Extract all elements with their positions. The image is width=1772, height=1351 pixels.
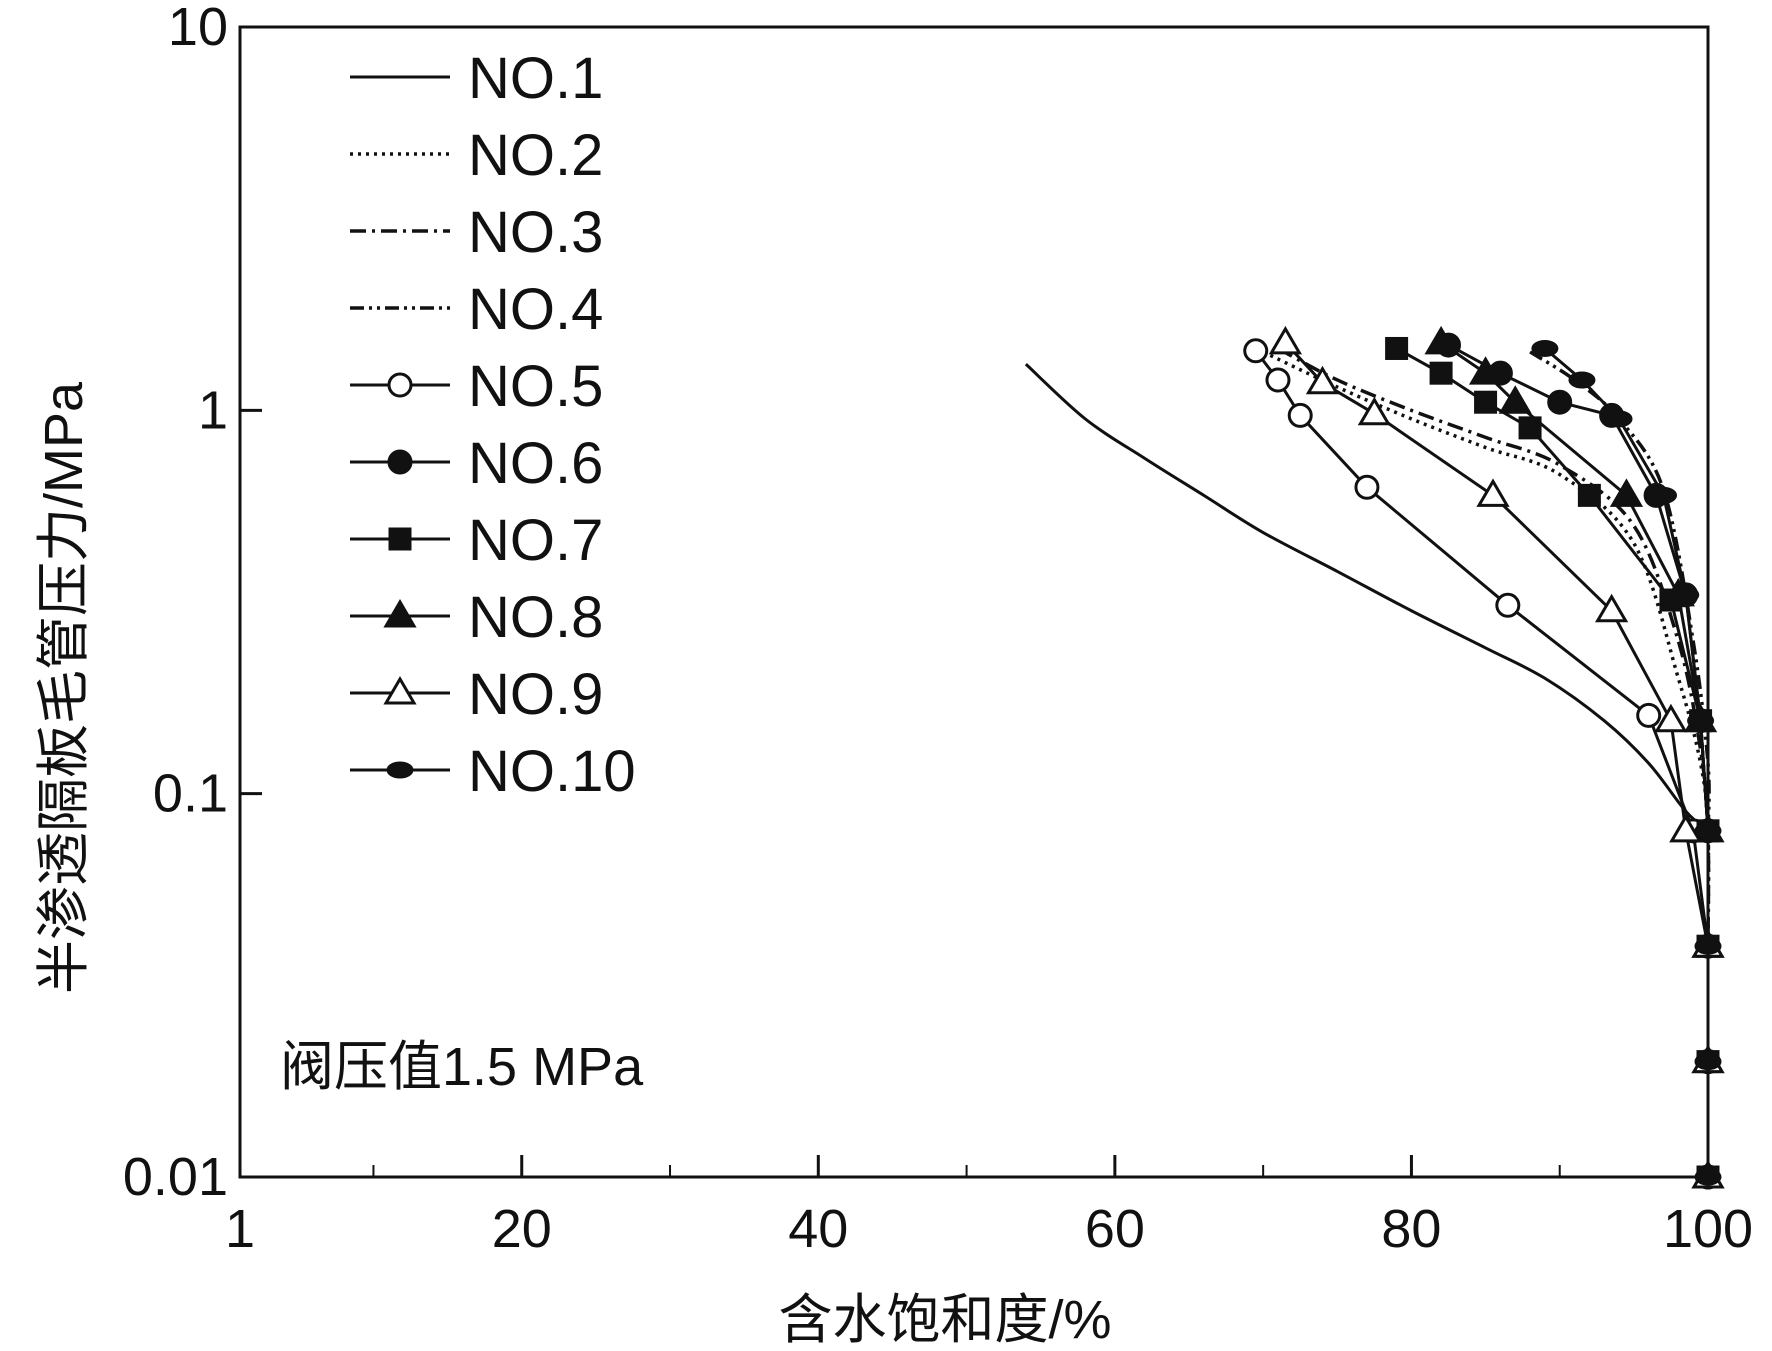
data-point	[1669, 813, 1703, 843]
data-point	[1694, 822, 1722, 840]
data-point	[1305, 365, 1340, 395]
legend-label: NO.1	[468, 46, 603, 111]
data-point	[1357, 396, 1391, 426]
data-point	[1474, 390, 1498, 414]
legend-item: NO.10	[350, 739, 636, 804]
data-point	[1694, 1053, 1722, 1071]
data-point	[1243, 338, 1269, 364]
x-tick-label: 100	[1663, 1199, 1753, 1259]
plot-frame	[238, 25, 1710, 1179]
legend-label: NO.8	[468, 585, 603, 650]
series-line	[1543, 347, 1710, 1177]
data-point	[1694, 1168, 1722, 1186]
series-line	[1254, 349, 1710, 1177]
series-no1	[1024, 363, 1709, 832]
legend-label: NO.5	[468, 354, 603, 419]
series-no3	[1277, 346, 1711, 947]
legend-item: NO.2	[350, 123, 603, 188]
legend-marker	[383, 676, 417, 705]
data-point	[1694, 937, 1722, 955]
axes-layer: 1 20 40 60 80 100 0.01 0.1 1 10	[123, 0, 1753, 1259]
legend-marker	[387, 372, 413, 398]
x-axis-title: 含水饱和度/%	[778, 1290, 1111, 1350]
data-point	[1424, 325, 1458, 355]
series-line	[1447, 343, 1710, 1177]
series-no8	[1424, 325, 1725, 1189]
data-point	[1495, 592, 1521, 618]
legend-marker	[383, 599, 417, 628]
data-point	[1568, 371, 1596, 389]
data-point	[1547, 389, 1573, 415]
legend-label: NO.2	[468, 123, 603, 188]
x-tick-label: 20	[492, 1199, 552, 1259]
legend-marker	[386, 761, 414, 779]
legend-item: NO.8	[350, 585, 603, 650]
legend-label: NO.6	[468, 431, 603, 496]
y-tick-label: 0.1	[153, 764, 228, 824]
legend-label: NO.3	[468, 200, 603, 265]
data-point	[1268, 325, 1303, 355]
y-tick-label: 10	[168, 0, 228, 57]
series-line	[1440, 341, 1710, 1177]
legend-item: NO.7	[350, 508, 603, 573]
data-point	[1654, 703, 1688, 733]
data-point	[1636, 702, 1662, 728]
series-no7	[1385, 336, 1720, 1189]
data-point	[1265, 367, 1291, 393]
data-point	[1609, 478, 1644, 507]
x-tick-label: 80	[1381, 1199, 1441, 1259]
legend-label: NO.10	[468, 739, 636, 804]
data-point	[1577, 483, 1601, 507]
legend-item: NO.4	[350, 277, 603, 342]
data-point	[1498, 385, 1532, 414]
data-point	[1468, 356, 1503, 385]
legend-marker	[388, 527, 412, 551]
y-tick-label: 1	[198, 380, 228, 440]
legend-item: NO.3	[350, 200, 603, 265]
data-point	[1518, 416, 1542, 440]
data-point	[1687, 712, 1715, 730]
legend-label: NO.4	[468, 277, 603, 342]
data-point	[1605, 410, 1633, 428]
series-layer	[1024, 325, 1725, 1190]
series-no10	[1531, 339, 1722, 1186]
data-point	[1287, 402, 1313, 428]
y-tick-label: 0.01	[123, 1147, 228, 1207]
legend-label: NO.7	[468, 508, 603, 573]
legend: NO.1 NO.2 NO.3 NO.4 NO.5 NO.6 NO.7 NO.8 NO.9 NO.1…	[350, 46, 636, 804]
data-point	[1354, 474, 1380, 500]
x-tick-label: 40	[788, 1199, 848, 1259]
x-tick-label: 60	[1085, 1199, 1145, 1259]
data-point	[1385, 336, 1409, 360]
data-point	[1429, 361, 1453, 385]
legend-item: NO.6	[350, 431, 603, 496]
legend-marker	[387, 449, 413, 475]
data-point	[1531, 339, 1559, 357]
data-point	[1650, 486, 1678, 504]
legend-label: NO.9	[468, 662, 603, 727]
data-point	[1672, 586, 1700, 604]
series-line	[1277, 346, 1711, 947]
series-line	[1024, 363, 1709, 832]
x-tick-label: 1	[225, 1199, 255, 1259]
y-axis-title: 半渗透隔板毛管压力/MPa	[34, 381, 94, 994]
legend-item: NO.9	[350, 662, 603, 727]
data-point	[1595, 593, 1629, 623]
threshold-pressure-annotation: 阀压值1.5 MPa	[280, 1037, 644, 1097]
legend-item: NO.5	[350, 354, 603, 419]
legend-item: NO.1	[350, 46, 603, 111]
data-point	[1476, 478, 1510, 507]
series-line	[1395, 347, 1710, 1177]
